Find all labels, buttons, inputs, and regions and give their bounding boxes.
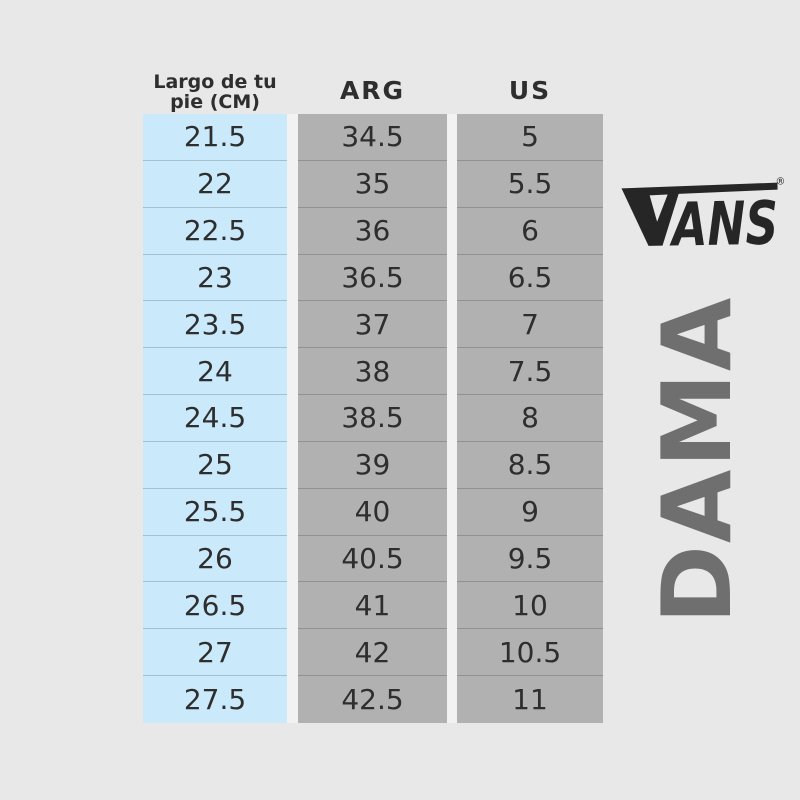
size-cell: 25.5 [143,489,287,536]
size-cell: 24 [143,348,287,396]
table-body: 21.5 22 22.5 23 23.5 24 24.5 25 25.5 26 26.5 27 27.5… [143,114,603,723]
size-cell: 42.5 [341,683,404,717]
size-cell: 35 [298,161,447,208]
size-cell: 37 [298,301,447,349]
size-cell: 25 [143,442,287,489]
size-cell: 27.5 [183,683,247,717]
size-cell: 11 [512,683,548,717]
size-cell: 41 [298,582,447,630]
size-cell: 7 [457,301,603,349]
size-cell: 5.5 [457,161,603,208]
size-cell: 27 [143,629,287,677]
size-cell: 26.5 [143,582,287,630]
column-foot-length-cm: 21.5 22 22.5 23 23.5 24 24.5 25 25.5 26 26.5 27 27.5 [143,114,287,723]
size-cell: 39 [298,442,447,489]
column-us-sizes: 5 5.5 6 6.5 7 7.5 8 8.5 9 9.5 10 10.5 11 [457,114,603,723]
size-cell: 38 [298,348,447,396]
size-cell: 22 [143,161,287,208]
registered-trademark-icon: ® [775,176,786,188]
header-foot-length: Largo de tu pie (CM) [143,72,287,114]
column-arg-sizes: 34.5 35 36 36.5 37 38 38.5 39 40 40.5 41 42 42.5 [298,114,447,723]
size-cell: 7.5 [457,348,603,396]
size-cell: 36 [298,208,447,255]
size-cell: 34.5 [298,114,447,161]
size-cell: 40 [298,489,447,536]
size-cell: 36.5 [298,255,447,302]
column-gap [287,114,298,723]
column-gap [447,114,457,723]
size-cell: 21.5 [143,114,287,161]
size-cell: 6.5 [457,255,603,302]
vans-logo-letters: ANS [669,189,779,261]
size-cell: 22.5 [143,208,287,255]
vans-logo: ANS ® [621,177,786,261]
size-cell: 24.5 [143,395,287,442]
header-foot-length-line1: Largo de tu [153,71,277,93]
size-cell: 42 [298,629,447,677]
size-cell: 26 [143,536,287,583]
category-label-dama: DAMA [643,295,753,624]
header-foot-length-line2: pie (CM) [170,91,260,113]
size-cell: 40.5 [298,536,447,583]
size-cell: 10.5 [457,629,603,677]
size-cell: 23 [143,255,287,302]
size-cell: 6 [457,208,603,255]
size-cell: 8 [457,395,603,442]
size-cell: 9.5 [457,536,603,583]
header-us: US [508,76,552,105]
size-cell: 8.5 [457,442,603,489]
size-cell: 38.5 [298,395,447,442]
size-conversion-table: Largo de tu pie (CM) ARG US 21.5 22 22.5 23… [143,58,603,723]
table-header-row: Largo de tu pie (CM) ARG US [143,58,603,114]
header-arg: ARG [339,76,406,105]
vans-logo-graphic: ANS [621,182,779,261]
size-cell: 5 [457,114,603,161]
size-cell: 10 [457,582,603,630]
size-cell: 9 [457,489,603,536]
size-cell: 23.5 [143,301,287,349]
